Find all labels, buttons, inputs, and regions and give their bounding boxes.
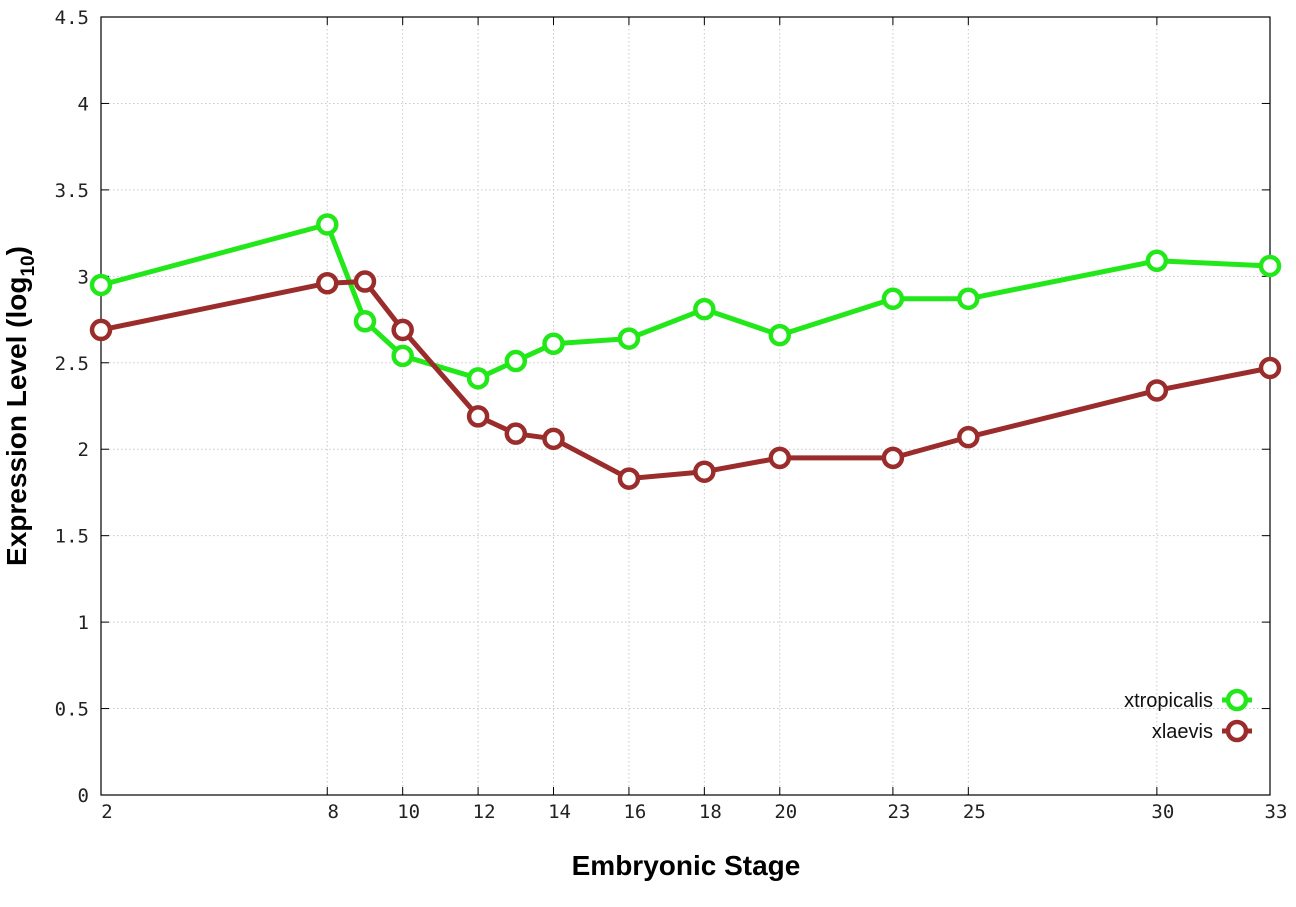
- y-tick-label: 3.5: [55, 180, 89, 202]
- axis-ticks: 2 8 10 12 14 16 18 20 23 25 30 33 0 0.5 1 1.5 2 2.5 3 3.5 4 4…: [55, 7, 1288, 823]
- y-axis-title-subscript: 10: [18, 255, 39, 276]
- data-point-xtropicalis: [881, 287, 905, 311]
- legend-marker-xlaevis: [1225, 719, 1249, 743]
- x-tick-label: 10: [397, 801, 420, 823]
- data-point-xlaevis: [466, 405, 490, 428]
- x-tick-label: 12: [473, 801, 496, 823]
- y-axis-title: Expression Level (log10): [1, 246, 39, 566]
- data-point-xlaevis: [89, 318, 113, 342]
- data-point-xtropicalis: [89, 273, 113, 297]
- y-tick-label: 1.5: [55, 526, 89, 548]
- legend-label-xlaevis: xlaevis: [1152, 721, 1213, 743]
- x-tick-label: 2: [101, 801, 112, 823]
- data-point-xlaevis: [391, 318, 414, 342]
- data-point-xtropicalis: [693, 297, 716, 321]
- data-point-xlaevis: [504, 422, 528, 445]
- x-tick-label: 16: [623, 801, 646, 823]
- x-tick-label: 33: [1265, 801, 1288, 823]
- data-point-xtropicalis: [316, 213, 339, 236]
- data-point-xtropicalis: [466, 367, 490, 390]
- data-point-xtropicalis: [542, 332, 565, 356]
- data-point-xlaevis: [542, 427, 565, 451]
- data-point-xtropicalis: [617, 327, 641, 350]
- x-tick-label: 20: [774, 801, 797, 823]
- data-point-xlaevis: [768, 446, 792, 470]
- x-tick-label: 8: [328, 801, 339, 823]
- x-tick-label: 23: [887, 801, 910, 823]
- legend-label-xtropicalis: xtropicalis: [1124, 690, 1213, 712]
- data-point-xlaevis: [881, 446, 905, 470]
- x-tick-label: 14: [548, 801, 571, 823]
- y-tick-label: 4.5: [55, 7, 89, 29]
- y-tick-label: 3: [78, 266, 89, 288]
- y-tick-label: 1: [78, 612, 89, 634]
- data-point-xtropicalis: [1145, 249, 1169, 273]
- data-point-xlaevis: [316, 271, 339, 295]
- data-point-xtropicalis: [504, 349, 528, 373]
- legend-marker-xtropicalis: [1225, 688, 1249, 712]
- y-axis-title-main: Expression Level (log: [1, 277, 32, 566]
- y-tick-label: 2.5: [55, 353, 89, 375]
- y-tick-label: 0.5: [55, 699, 89, 721]
- x-tick-label: 25: [963, 801, 986, 823]
- data-point-xlaevis: [353, 270, 377, 293]
- data-point-xtropicalis: [353, 310, 377, 333]
- data-point-xlaevis: [617, 467, 641, 490]
- data-point-xlaevis: [957, 425, 980, 449]
- y-tick-label: 4: [78, 93, 89, 115]
- series-layer: [89, 213, 1282, 490]
- data-point-xtropicalis: [1258, 254, 1282, 278]
- x-tick-label: 18: [699, 801, 722, 823]
- data-point-xlaevis: [1258, 356, 1282, 380]
- data-point-xtropicalis: [768, 323, 792, 347]
- data-point-xlaevis: [693, 460, 716, 483]
- x-axis-title: Embryonic Stage: [572, 850, 801, 881]
- data-point-xtropicalis: [391, 344, 414, 368]
- y-tick-label: 2: [78, 439, 89, 461]
- legend: xtropicalis xlaevis: [1124, 688, 1252, 743]
- plot-frame: [100, 16, 1271, 796]
- data-point-xlaevis: [1145, 379, 1169, 402]
- y-axis-title-close: ): [1, 246, 32, 255]
- data-point-xtropicalis: [957, 287, 980, 311]
- x-tick-label: 30: [1151, 801, 1174, 823]
- series-line-xtropicalis: [98, 222, 1273, 381]
- y-tick-label: 0: [78, 785, 89, 807]
- grid: [101, 17, 1270, 795]
